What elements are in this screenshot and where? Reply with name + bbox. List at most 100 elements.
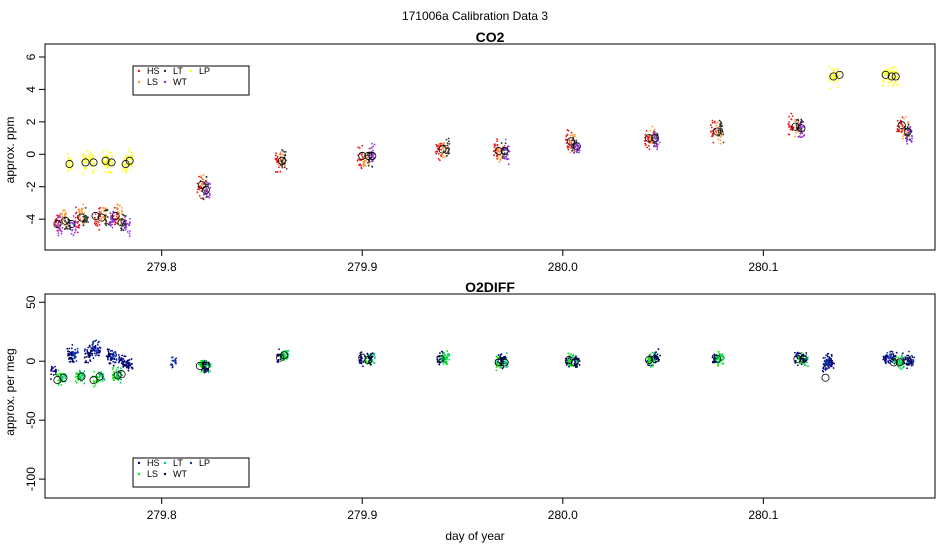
co2-legend-swatch-hs — [137, 69, 141, 73]
o2diff-mean-marker — [195, 361, 204, 370]
co2-mean-marker — [65, 160, 74, 169]
o2diff-point-ls — [96, 376, 99, 379]
o2diff-point-wt — [574, 362, 576, 364]
co2-point-ls — [364, 165, 367, 167]
co2-point-hs — [709, 124, 712, 126]
o2diff-point-lp — [95, 339, 98, 342]
co2-point-lt — [721, 128, 723, 131]
o2diff-point-wt — [656, 353, 659, 356]
o2diff-point-lt — [98, 373, 101, 376]
co2-point-ls — [117, 203, 120, 206]
co2-point-lp — [103, 162, 106, 165]
o2diff-point-hs — [277, 361, 279, 364]
co2-point-ls — [200, 184, 202, 187]
o2diff-point-lt — [901, 355, 903, 357]
co2-mean-marker — [791, 122, 800, 131]
o2diff-point-lt — [505, 352, 508, 355]
o2diff-mean-marker — [77, 372, 86, 381]
o2diff-point-ls — [92, 385, 95, 388]
o2diff-point-lp — [890, 353, 893, 355]
o2diff-point-lt — [803, 363, 806, 366]
o2diff-point-lt — [723, 357, 726, 359]
o2diff-point-hs — [885, 362, 887, 365]
co2-point-hs — [493, 144, 496, 146]
o2diff-point-hs — [439, 352, 441, 354]
o2diff-point-hs — [796, 352, 799, 354]
o2diff-point-ls — [112, 377, 115, 379]
co2-point-lp — [124, 169, 127, 172]
o2diff-point-lt — [446, 356, 449, 359]
co2-mean-marker — [77, 213, 86, 222]
o2diff-point-ls — [717, 350, 720, 353]
co2-mean-marker — [835, 70, 844, 79]
co2-point-wt — [507, 163, 510, 166]
o2diff-point-lt — [120, 367, 122, 370]
co2-mean-marker — [125, 156, 134, 165]
co2-point-lp — [127, 150, 130, 153]
co2-point-wt — [654, 145, 656, 148]
co2-point-wt — [506, 157, 509, 160]
co2-point-wt — [128, 232, 131, 235]
o2diff-point-hs — [129, 364, 131, 367]
co2-point-lp — [66, 162, 69, 165]
co2-point-lt — [87, 216, 89, 219]
co2-point-lt — [285, 167, 288, 170]
o2diff-point-ls — [200, 370, 203, 373]
o2diff-point-lt — [115, 376, 118, 379]
o2diff-point-ls — [446, 358, 448, 361]
co2-point-lt — [103, 209, 106, 212]
o2diff-point-lt — [83, 382, 86, 385]
o2diff-point-hs — [68, 350, 71, 353]
co2-point-lt — [719, 121, 722, 123]
o2diff-point-hs — [93, 352, 96, 355]
co2-point-ls — [649, 135, 652, 137]
o2diff-point-ls — [717, 363, 720, 365]
co2-point-lp — [82, 161, 84, 164]
o2diff-point-lp — [826, 354, 828, 357]
co2-point-wt — [653, 137, 656, 140]
co2-point-lp — [92, 170, 95, 172]
o2diff-point-lt — [209, 370, 212, 372]
o2diff-point-wt — [802, 358, 805, 360]
co2-legend-label-lt: LT — [173, 66, 183, 76]
co2-point-hs — [709, 130, 712, 133]
o2diff-point-lt — [117, 366, 120, 369]
co2-point-hs — [199, 179, 202, 182]
o2diff-point-hs — [54, 365, 56, 368]
o2diff-point-lt — [81, 374, 84, 377]
o2diff-point-hs — [796, 357, 799, 360]
co2-mean-marker — [903, 127, 912, 136]
o2diff-point-hs — [359, 354, 362, 357]
co2-point-lp — [828, 65, 831, 68]
o2diff-point-hs — [107, 350, 110, 353]
o2diff-point-lt — [898, 359, 901, 362]
co2-point-lt — [445, 138, 448, 141]
co2-mean-marker — [101, 156, 110, 165]
o2diff-point-wt — [831, 362, 834, 365]
o2diff-point-wt — [805, 352, 808, 354]
o2diff-point-lp — [73, 351, 76, 354]
co2-point-lp — [130, 168, 133, 171]
o2diff-point-lt — [284, 355, 287, 358]
o2diff-point-wt — [107, 353, 110, 355]
co2-point-hs — [79, 218, 81, 221]
o2diff-point-lp — [174, 362, 177, 365]
co2-point-ls — [441, 156, 444, 159]
o2diff-point-ls — [569, 364, 571, 367]
co2-point-wt — [911, 137, 913, 140]
co2-point-ls — [903, 133, 905, 136]
co2-point-ls — [82, 218, 85, 220]
co2-mean-marker — [81, 158, 90, 167]
co2-point-lp — [69, 167, 72, 170]
o2diff-point-wt — [802, 355, 805, 358]
o2diff-legend-label-lt: LT — [173, 458, 183, 468]
o2diff-point-hs — [438, 358, 441, 361]
o2diff-point-wt — [203, 371, 206, 374]
co2-point-lt — [795, 126, 798, 129]
o2diff-point-wt — [653, 357, 656, 360]
o2diff-point-hs — [822, 356, 825, 359]
co2-point-wt — [129, 217, 131, 220]
o2diff-point-wt — [121, 363, 124, 366]
co2-ticks: 279.8 279.9 280.0 280.1 -4 -2 0 2 4 6 — [24, 53, 779, 274]
co2-point-wt — [905, 140, 908, 143]
